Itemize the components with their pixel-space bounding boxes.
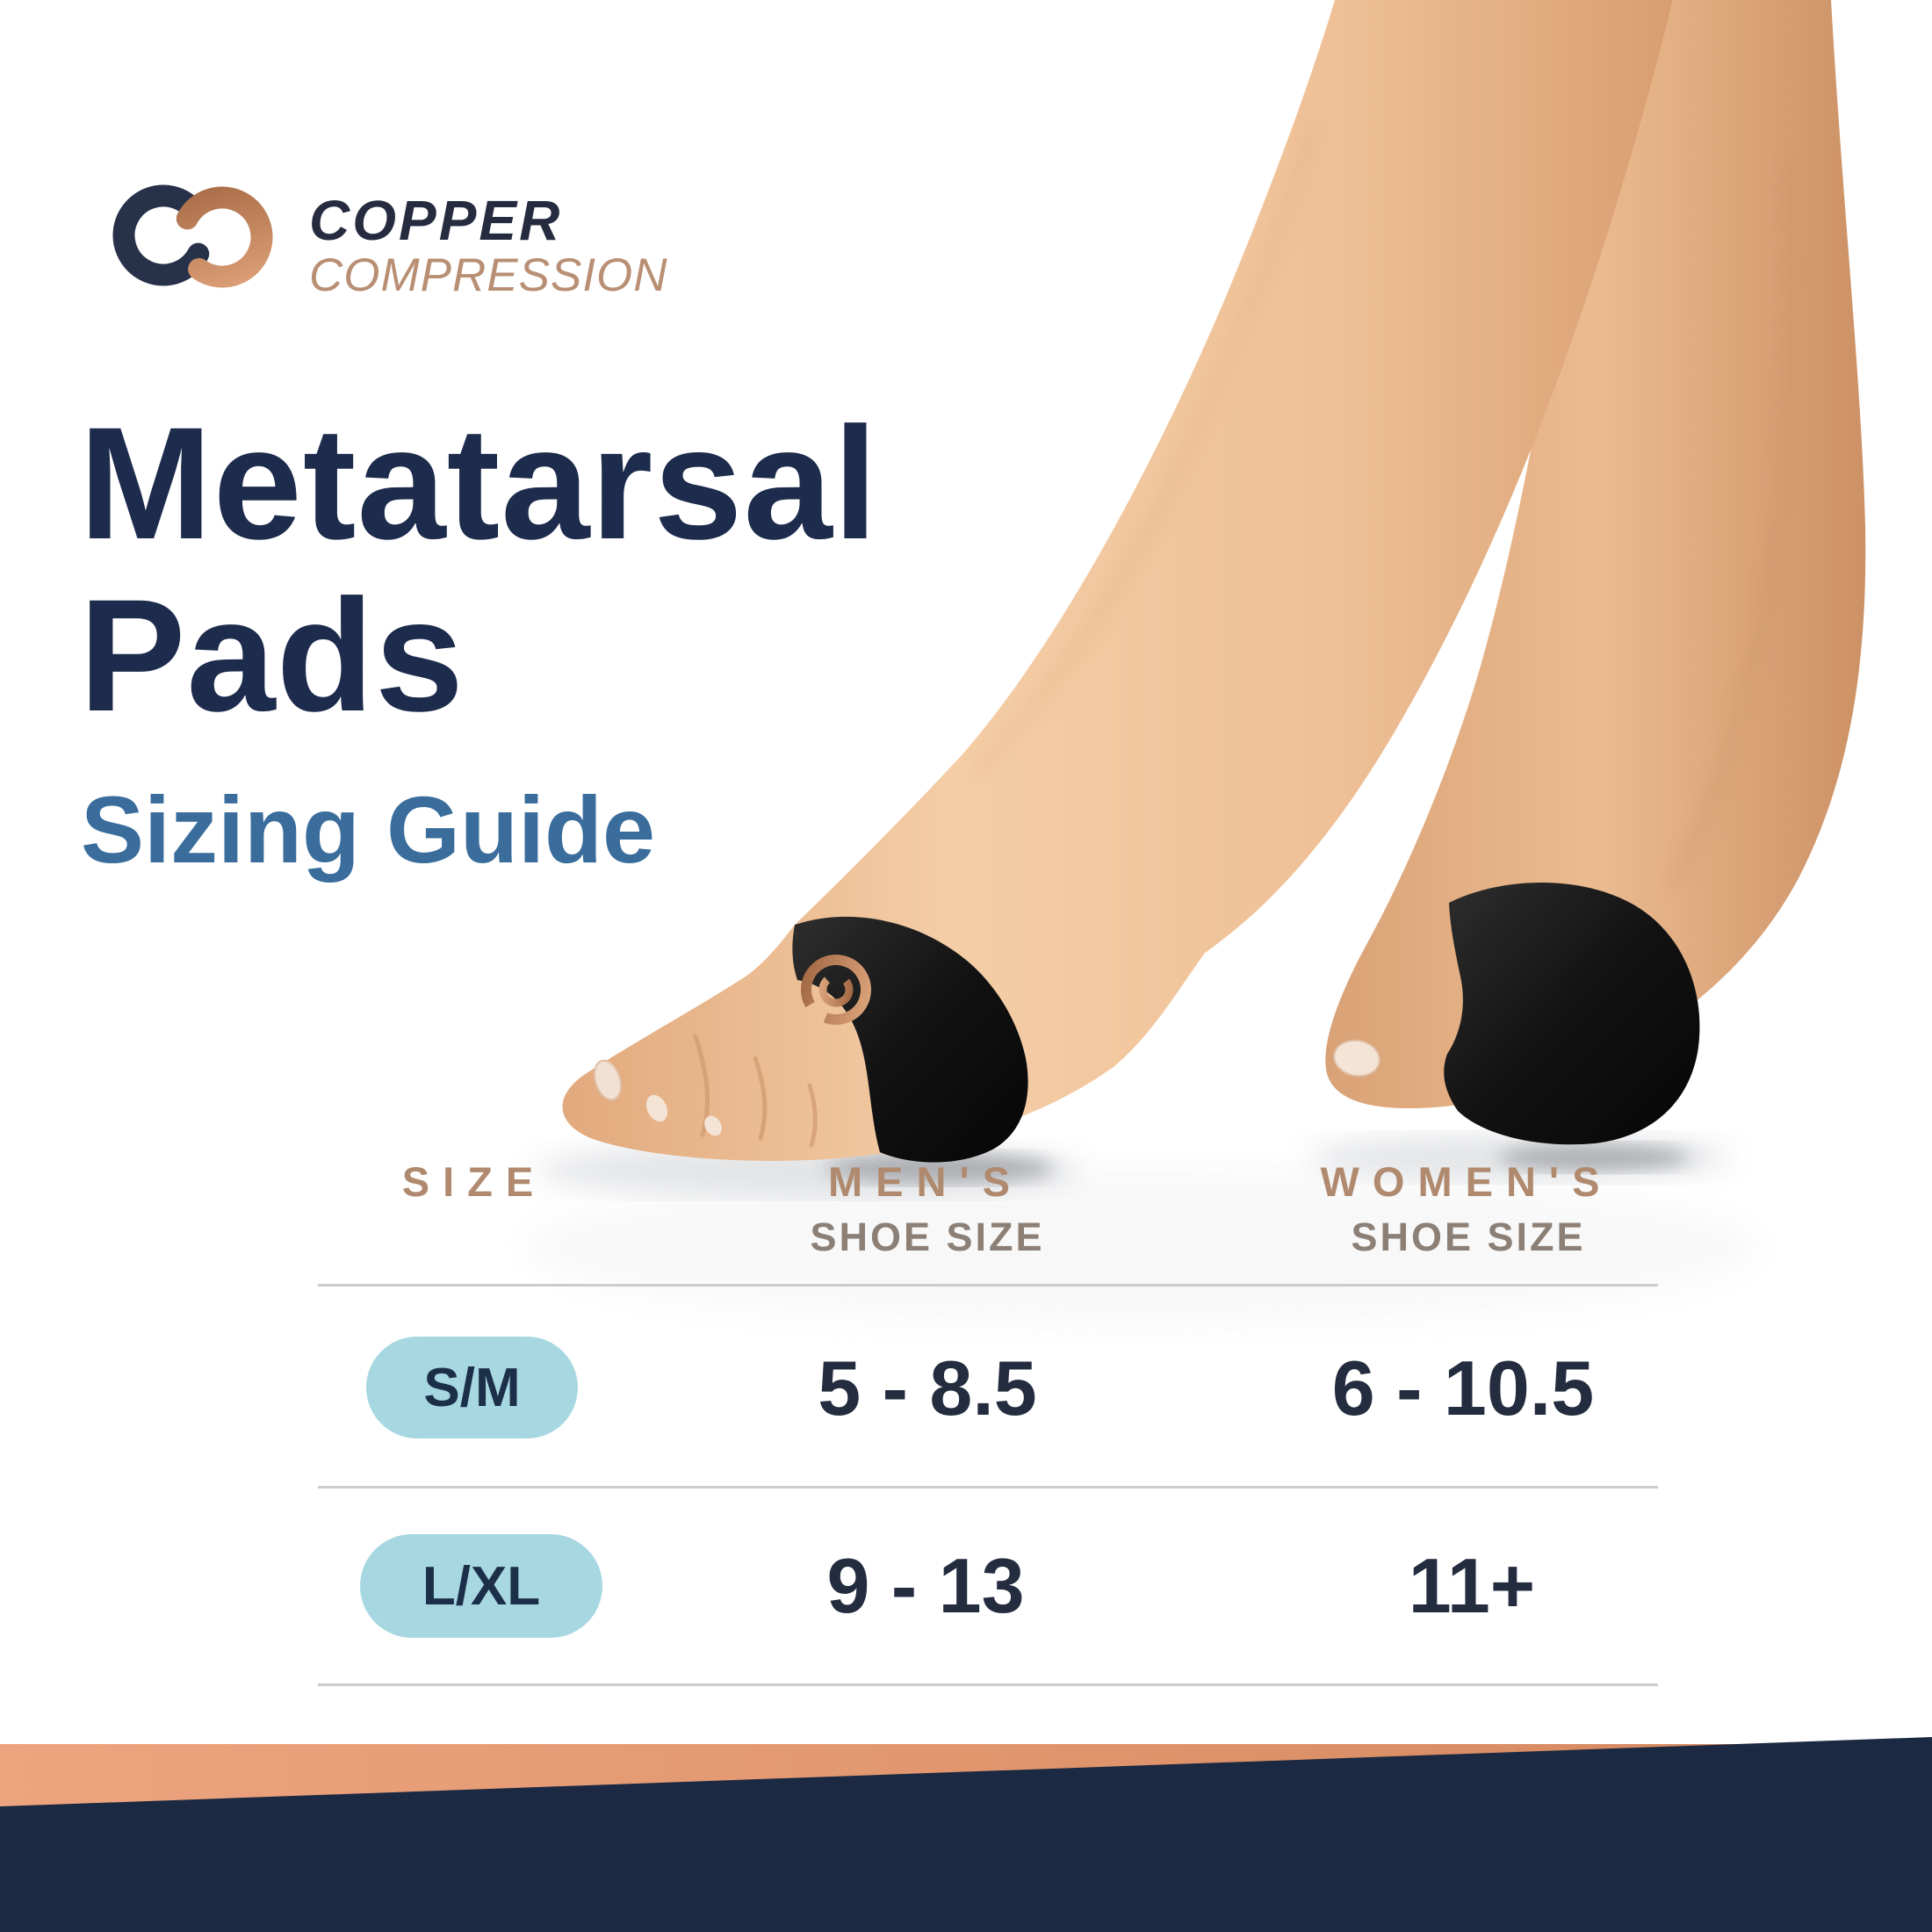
brand-name-line1: COPPER	[309, 189, 563, 252]
brand-logo-icon	[112, 184, 273, 288]
table-divider	[318, 1486, 1658, 1489]
size-badge-sm: S/M	[366, 1337, 578, 1438]
size-badge-lxl-label: L/XL	[422, 1555, 541, 1617]
page-subtitle: Sizing Guide	[81, 776, 656, 883]
front-toenail-3	[704, 1115, 722, 1136]
brand-name-line2: COMPRESSION	[309, 249, 668, 301]
table-cell-row2-mens: 9 - 13	[826, 1542, 1025, 1629]
size-badge-sm-label: S/M	[423, 1357, 521, 1418]
table-cell-row2-womens: 11+	[1408, 1542, 1536, 1629]
table-divider	[318, 1683, 1658, 1686]
column-header-womens: WOMEN'S	[1320, 1158, 1613, 1205]
table-divider	[318, 1284, 1658, 1287]
pad-logo-ring-icon	[801, 955, 872, 1025]
navy-band	[0, 1737, 1932, 1932]
column-subheader-mens-shoe-size: SHOE SIZE	[810, 1215, 1045, 1259]
page-title: Metatarsal Pads	[79, 397, 878, 741]
front-metatarsal-pad	[792, 916, 1028, 1163]
column-subheader-womens-shoe-size: SHOE SIZE	[1351, 1215, 1586, 1259]
front-toenail-2	[645, 1094, 668, 1122]
size-badge-lxl: L/XL	[360, 1534, 602, 1638]
back-big-toenail	[1333, 1039, 1381, 1078]
page-title-line2: Pads	[79, 566, 465, 745]
front-leg	[562, 0, 1673, 1161]
floor-reflections	[527, 1135, 1756, 1326]
bottom-bands	[0, 1737, 1932, 1932]
front-big-toenail	[593, 1059, 623, 1101]
page-title-line1: Metatarsal	[79, 393, 879, 573]
table-cell-row1-mens: 5 - 8.5	[818, 1344, 1037, 1431]
back-leg	[1325, 0, 1866, 1108]
table-cell-row1-womens: 6 - 10.5	[1331, 1344, 1595, 1431]
column-header-size: SIZE	[401, 1158, 547, 1205]
column-header-mens: MEN'S	[828, 1158, 1023, 1205]
back-metatarsal-pad	[1444, 883, 1700, 1145]
